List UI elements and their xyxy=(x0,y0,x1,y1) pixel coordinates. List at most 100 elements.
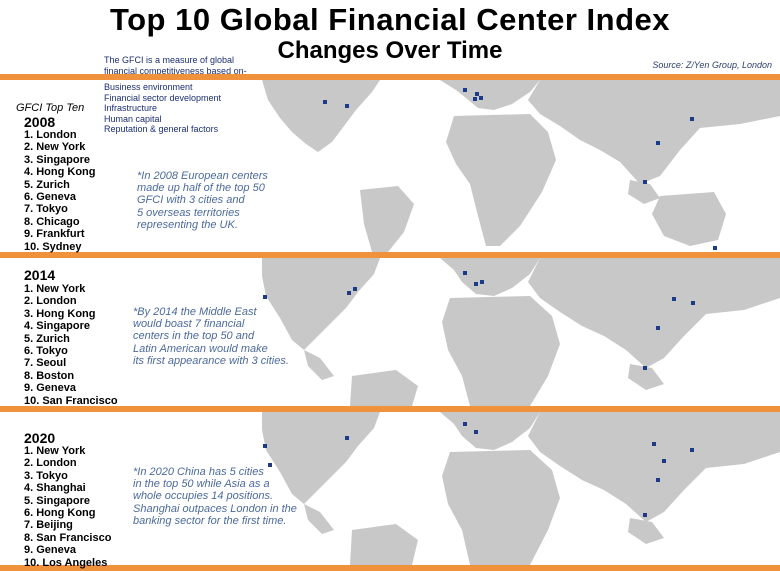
rank-item: 9. Geneva xyxy=(24,544,76,557)
city-marker xyxy=(263,295,267,299)
note-line: Latin American would make xyxy=(133,342,268,355)
central-america-land xyxy=(304,350,334,380)
factor-item: Human capital xyxy=(104,113,162,124)
city-marker xyxy=(353,287,357,291)
city-marker xyxy=(643,366,647,370)
south-america-land xyxy=(350,524,418,565)
rank-item: 10. San Francisco xyxy=(24,394,118,407)
rank-item: 4. Shanghai xyxy=(24,482,86,495)
rank-item: 6. Geneva xyxy=(24,191,76,204)
africa-land xyxy=(442,296,560,406)
south-america-land xyxy=(360,186,414,252)
north-america-land xyxy=(262,258,380,350)
city-marker xyxy=(474,430,478,434)
rank-item: 1. New York xyxy=(24,445,86,457)
city-marker xyxy=(662,459,666,463)
separator-band xyxy=(0,252,780,258)
note-line: 5 overseas territories xyxy=(137,206,240,219)
factor-item: Business environment xyxy=(104,82,193,92)
rank-list-2020: 1. New York 2. London 3. Tokyo 4. Shangh… xyxy=(24,445,111,569)
city-marker xyxy=(656,326,660,330)
rank-item: 5. Singapore xyxy=(24,494,91,507)
city-marker xyxy=(345,436,349,440)
rank-item: 1. London xyxy=(24,129,77,141)
gfci-top-ten-label: GFCI Top Ten xyxy=(16,102,85,114)
city-marker xyxy=(347,291,351,295)
europe-land xyxy=(440,80,540,110)
city-marker xyxy=(656,478,660,482)
city-marker xyxy=(479,96,483,100)
rank-item: 6. Hong Kong xyxy=(24,507,96,520)
europe-land xyxy=(440,258,540,296)
city-marker xyxy=(323,100,327,104)
rank-item: 7. Tokyo xyxy=(24,203,68,216)
rank-item: 9. Geneva xyxy=(24,382,76,395)
note-line: made up half of the top 50 xyxy=(137,182,265,195)
central-america-land xyxy=(304,504,334,534)
note-line: its first appearance with 3 cities. xyxy=(133,354,289,367)
rank-item: 10. Sydney xyxy=(24,240,82,253)
rank-item: 2. New York xyxy=(24,141,86,154)
rank-item: 8. San Francisco xyxy=(24,531,112,544)
note-line: banking sector for the first time. xyxy=(133,514,287,527)
rank-item: 3. Tokyo xyxy=(24,469,68,482)
rank-item: 2. London xyxy=(24,295,77,308)
city-marker xyxy=(463,88,467,92)
separator-band xyxy=(0,74,780,80)
city-marker xyxy=(463,271,467,275)
city-marker xyxy=(345,104,349,108)
rank-item: 2. London xyxy=(24,457,77,470)
city-marker xyxy=(713,246,717,250)
note-line: GFCI with 3 cities and xyxy=(137,194,245,207)
city-marker xyxy=(643,513,647,517)
city-marker xyxy=(268,463,272,467)
note-line: in the top 50 while Asia as a xyxy=(133,478,270,491)
gfci-intro: The GFCI is a measure of global financia… xyxy=(104,55,247,76)
page-subtitle: Changes Over Time xyxy=(277,37,503,64)
intro-line: The GFCI is a measure of global xyxy=(104,55,235,65)
rank-item: 7. Beijing xyxy=(24,519,73,532)
rank-item: 5. Zurich xyxy=(24,178,70,191)
city-marker xyxy=(690,448,694,452)
note-line: *In 2020 China has 5 cities xyxy=(133,466,264,478)
page-title: Top 10 Global Financial Center Index xyxy=(109,2,671,37)
asia-land xyxy=(528,80,780,184)
rank-item: 9. Frankfurt xyxy=(24,228,85,241)
separator-band xyxy=(0,406,780,412)
rank-item: 10. Los Angeles xyxy=(24,556,108,569)
world-map-2014 xyxy=(262,258,780,406)
rank-item: 7. Seoul xyxy=(24,357,67,370)
note-line: whole occupies 14 positions. xyxy=(133,490,274,503)
note-line: centers in the top 50 and xyxy=(133,330,255,343)
southeast-asia-land xyxy=(628,180,660,204)
city-marker xyxy=(643,180,647,184)
rank-item: 8. Chicago xyxy=(24,215,80,228)
note-line: *By 2014 the Middle East xyxy=(133,306,257,318)
rank-list-2008: 1. London 2. New York 3. Singapore 4. Ho… xyxy=(24,129,96,253)
intro-line: financial competitiveness based on- xyxy=(104,65,247,76)
note-2014: *By 2014 the Middle East would boast 7 f… xyxy=(133,306,289,367)
note-line: *In 2008 European centers xyxy=(137,170,268,182)
factor-item: Infrastructure xyxy=(104,103,158,113)
factor-item: Reputation & general factors xyxy=(104,124,219,134)
world-map-2020 xyxy=(262,412,780,565)
rank-list-2014: 1. New York 2. London 3. Hong Kong 4. Si… xyxy=(24,283,118,407)
city-marker xyxy=(656,141,660,145)
asia-land xyxy=(528,258,780,368)
city-marker xyxy=(463,422,467,426)
rank-item: 8. Boston xyxy=(24,369,75,382)
gfci-factors: Business environment Financial sector de… xyxy=(104,82,221,135)
rank-item: 3. Singapore xyxy=(24,153,91,166)
city-marker xyxy=(474,282,478,286)
city-marker xyxy=(263,444,267,448)
city-marker xyxy=(473,97,477,101)
rank-item: 1. New York xyxy=(24,283,86,295)
rank-item: 6. Tokyo xyxy=(24,345,68,358)
year-2014-heading: 2014 xyxy=(24,267,56,283)
rank-item: 5. Zurich xyxy=(24,332,70,345)
australia-land xyxy=(652,192,726,246)
south-america-land xyxy=(350,370,418,406)
city-marker xyxy=(652,442,656,446)
separator-band xyxy=(0,565,780,571)
note-2008: *In 2008 European centers made up half o… xyxy=(137,170,268,231)
